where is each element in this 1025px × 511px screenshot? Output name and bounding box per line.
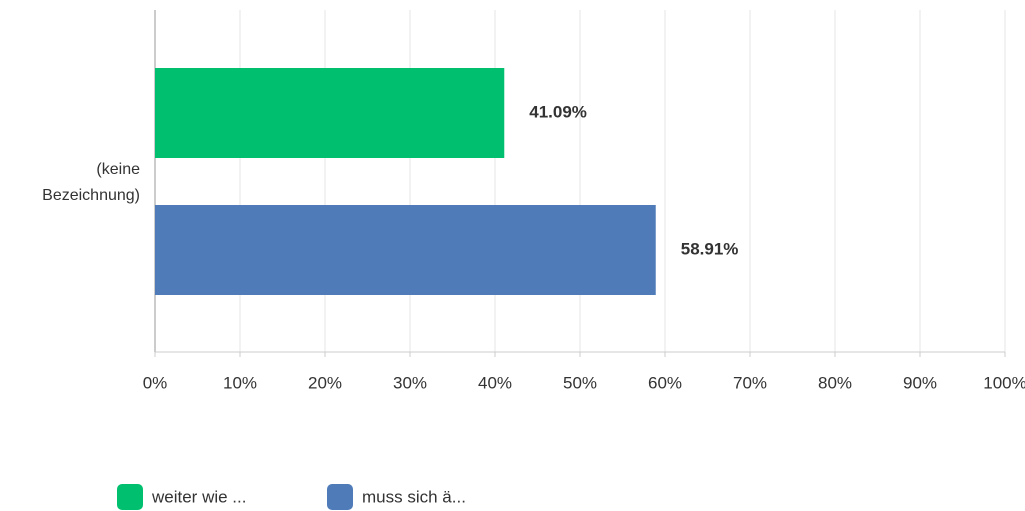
data-label: 58.91% xyxy=(681,239,739,258)
bar xyxy=(155,205,656,295)
legend-swatch xyxy=(327,484,353,510)
x-tick-label: 50% xyxy=(563,373,597,392)
data-label: 41.09% xyxy=(529,102,587,121)
x-tick-label: 20% xyxy=(308,373,342,392)
x-tick-label: 30% xyxy=(393,373,427,392)
x-tick-label: 60% xyxy=(648,373,682,392)
category-label: (keine Bezeichnung) xyxy=(42,161,140,204)
bar xyxy=(155,68,505,158)
x-tick-label: 0% xyxy=(143,373,168,392)
x-tick-label: 70% xyxy=(733,373,767,392)
legend-label: muss sich ä... xyxy=(362,487,466,506)
legend-label: weiter wie ... xyxy=(151,487,246,506)
legend-swatch xyxy=(117,484,143,510)
x-tick-label: 90% xyxy=(903,373,937,392)
x-tick-label: 80% xyxy=(818,373,852,392)
x-tick-label: 100% xyxy=(983,373,1025,392)
x-tick-label: 10% xyxy=(223,373,257,392)
x-tick-label: 40% xyxy=(478,373,512,392)
